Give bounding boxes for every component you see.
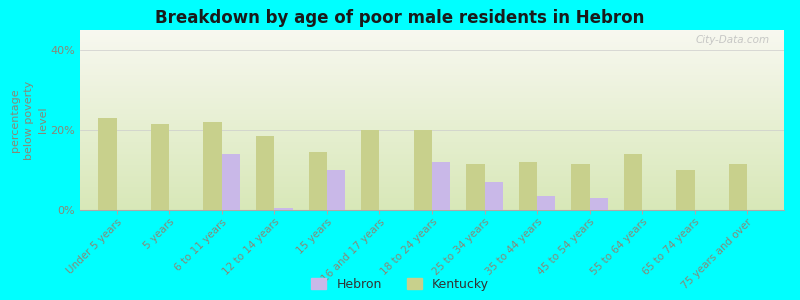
Bar bbox=[203, 122, 222, 210]
Bar bbox=[98, 118, 117, 210]
Bar bbox=[466, 164, 485, 210]
Bar bbox=[361, 130, 379, 210]
Y-axis label: percentage
below poverty
level: percentage below poverty level bbox=[10, 80, 48, 160]
Legend: Hebron, Kentucky: Hebron, Kentucky bbox=[311, 278, 489, 291]
Bar bbox=[590, 198, 608, 210]
Bar bbox=[676, 170, 694, 210]
Bar bbox=[729, 164, 747, 210]
Bar bbox=[274, 208, 293, 210]
Bar bbox=[309, 152, 327, 210]
Text: Breakdown by age of poor male residents in Hebron: Breakdown by age of poor male residents … bbox=[155, 9, 645, 27]
Bar bbox=[537, 196, 555, 210]
Bar bbox=[327, 170, 346, 210]
Bar bbox=[518, 162, 537, 210]
Bar bbox=[485, 182, 503, 210]
Bar bbox=[624, 154, 642, 210]
Bar bbox=[414, 130, 432, 210]
Bar bbox=[571, 164, 590, 210]
Text: City-Data.com: City-Data.com bbox=[696, 35, 770, 45]
Bar bbox=[256, 136, 274, 210]
Bar bbox=[432, 162, 450, 210]
Bar bbox=[151, 124, 170, 210]
Bar bbox=[222, 154, 240, 210]
